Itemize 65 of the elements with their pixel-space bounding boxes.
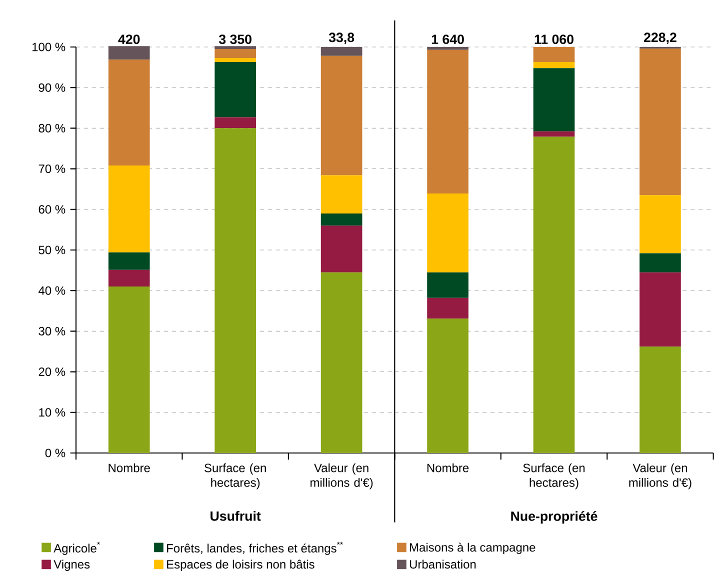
bar	[214, 117, 256, 128]
bar	[640, 48, 681, 196]
y-tick-label: 10 %	[39, 408, 66, 417]
bar	[320, 175, 362, 214]
bar	[533, 131, 575, 137]
bar	[533, 62, 575, 68]
bar	[320, 46, 362, 56]
x-tick-label: Nombre	[108, 463, 150, 472]
bar	[320, 213, 362, 226]
y-tick-label: 90 %	[38, 83, 66, 92]
bar	[427, 272, 468, 298]
text: 1 640	[432, 34, 464, 44]
bar	[214, 46, 256, 50]
y-tick-label: 20 %	[38, 368, 66, 376]
x-tick-label: Surface (en hectares)	[523, 463, 585, 490]
x-axis-title: Usufruit	[210, 511, 261, 521]
bar	[533, 68, 575, 132]
x-tick-label: Nombre	[427, 463, 469, 472]
bar	[108, 46, 150, 60]
bar	[320, 226, 362, 272]
bar	[320, 272, 362, 453]
text: 420	[118, 34, 140, 44]
bar	[427, 194, 468, 272]
y-tick-label: 50 %	[38, 246, 66, 254]
bar	[108, 270, 150, 287]
bar	[427, 298, 468, 319]
bar	[108, 166, 150, 252]
bar	[108, 60, 150, 166]
bar	[108, 286, 150, 453]
y-tick-label: 0 %	[45, 448, 66, 458]
y-tick-label: 70 %	[38, 164, 66, 174]
legend-label: Forêts, landes, friches et étangs$^{**}$	[167, 542, 343, 555]
x-tick-label: Surface (en hectares)	[204, 463, 266, 490]
y-tick-label: 30 %	[38, 326, 66, 336]
bar	[214, 58, 256, 62]
text: 228,2	[644, 32, 676, 44]
bar	[533, 136, 575, 453]
bar	[427, 318, 468, 453]
text: 3 350	[218, 34, 252, 44]
legend-label: Agricole$^{*}$	[54, 542, 100, 555]
y-tick-label: 40 %	[38, 286, 66, 295]
bar	[640, 253, 681, 272]
y-tick-label: 60 %	[38, 205, 66, 214]
legend-label: Espaces de loisirs non bâtis	[167, 560, 314, 571]
x-tick-label: Valeur (en millions d'€)	[629, 463, 692, 490]
text: 33,8	[328, 32, 354, 44]
bar	[214, 128, 256, 453]
x-axis-title: Nue-propriété	[511, 511, 598, 524]
bar	[108, 252, 150, 270]
text: 11 060	[534, 34, 574, 44]
legend-label: Maisons à la campagne	[410, 542, 536, 554]
legend-label: Vignes	[54, 560, 90, 571]
bar	[427, 46, 468, 50]
bar	[214, 62, 256, 118]
bar	[533, 46, 575, 62]
legend-label: Urbanisation	[410, 560, 476, 569]
bar	[427, 50, 468, 194]
bar	[640, 346, 681, 453]
y-tick-label: 80 %	[38, 124, 66, 132]
y-tick-label: 100 %	[32, 42, 66, 52]
bar	[640, 195, 681, 254]
x-tick-label: Valeur (en millions d'€)	[310, 463, 373, 490]
bar	[640, 272, 681, 347]
bar	[214, 49, 256, 58]
bar	[320, 56, 362, 176]
